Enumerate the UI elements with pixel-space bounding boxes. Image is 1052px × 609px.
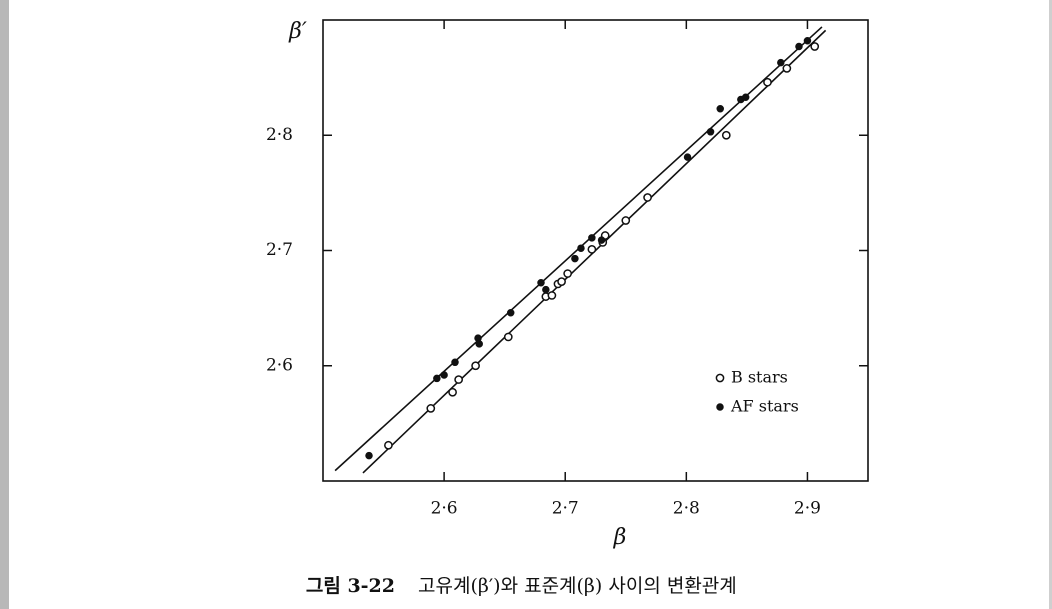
figure-caption: 고유계(β′)와 표준계(β) 사이의 변환관계 [418,575,737,597]
legend-marker [715,373,725,383]
data-point [503,332,513,342]
data-point [577,244,585,252]
data-point [597,236,606,244]
data-point [587,244,597,254]
data-point [563,269,572,278]
data-point [777,58,785,67]
data-point [621,216,631,225]
data-point [474,334,482,342]
data-point [475,340,483,348]
data-point [440,371,448,379]
data-point [471,361,480,371]
data-point [433,374,441,383]
data-point [426,404,436,413]
y-tick-label: 2·6 [266,355,293,375]
legend-marker [716,403,724,411]
data-point [384,440,393,450]
data-point [557,277,566,286]
data-point [716,104,724,113]
right-border [1049,0,1052,609]
data-point [721,130,731,140]
y-tick-label: 2·7 [266,240,293,260]
data-point [803,36,812,45]
data-point [782,64,792,73]
data-point [795,42,803,51]
data-point [741,93,750,101]
data-point [547,291,557,300]
data-point [451,358,459,367]
legend-label: B stars [731,368,788,387]
y-axis-label: β′ [288,19,307,44]
legend-label: AF stars [730,397,799,416]
data-point [683,153,692,161]
data-point [537,279,545,287]
data-point [448,387,457,397]
data-point [706,128,715,136]
data-point [588,234,596,242]
data-point [454,375,463,384]
x-tick-label: 2·9 [794,499,821,519]
data-point [542,285,550,294]
x-axis-label: β [613,525,627,550]
figure-label: 그림 3-22 [306,575,395,597]
x-tick-label: 2·8 [673,499,700,519]
x-tick-label: 2·7 [552,499,579,519]
data-point [810,42,820,51]
data-point [365,451,373,460]
x-tick-label: 2·6 [431,499,458,519]
data-point [763,77,772,87]
data-point [643,193,652,202]
y-tick-label: 2·8 [266,125,293,145]
left-border [0,0,9,609]
data-point [506,308,515,317]
data-point [571,254,579,263]
